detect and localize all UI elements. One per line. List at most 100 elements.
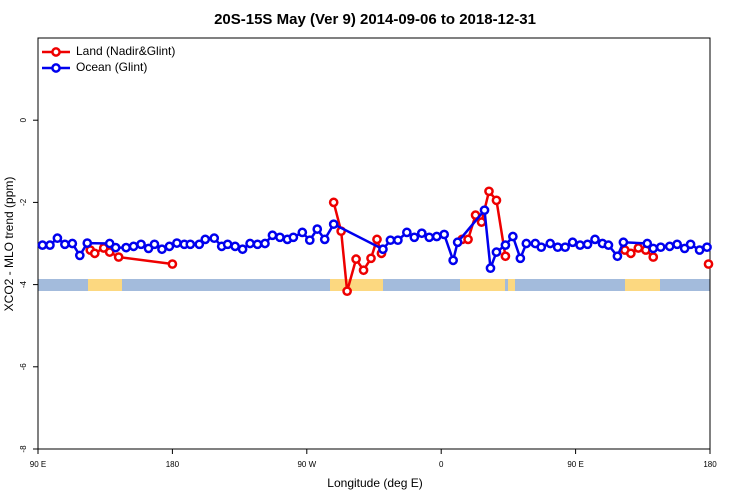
data-point bbox=[603, 240, 614, 250]
data-point bbox=[237, 244, 248, 255]
data-point bbox=[230, 241, 240, 252]
x-tick-label: 0 bbox=[439, 460, 444, 469]
land-band bbox=[330, 279, 383, 291]
x-tick-label: 180 bbox=[703, 460, 717, 469]
legend-entry: Land (Nadir&Glint) bbox=[42, 44, 175, 58]
data-point bbox=[366, 253, 376, 264]
data-point bbox=[545, 238, 556, 249]
land-band bbox=[625, 279, 660, 291]
data-point bbox=[288, 232, 299, 243]
data-point bbox=[655, 242, 666, 253]
data-point bbox=[52, 233, 63, 244]
land-band bbox=[88, 279, 122, 291]
data-point bbox=[521, 238, 532, 249]
data-point bbox=[89, 248, 100, 259]
data-point bbox=[567, 237, 578, 248]
data-point bbox=[633, 243, 644, 253]
data-point bbox=[491, 247, 502, 257]
data-point bbox=[378, 244, 388, 255]
data-point bbox=[416, 228, 427, 239]
data-point bbox=[275, 232, 285, 243]
data-point bbox=[448, 255, 458, 266]
data-point bbox=[500, 251, 511, 262]
data-point bbox=[113, 252, 124, 262]
data-point bbox=[60, 239, 70, 250]
data-point bbox=[149, 239, 160, 250]
legend-marker bbox=[51, 63, 61, 73]
y-tick-label: -6 bbox=[19, 363, 28, 371]
data-point bbox=[515, 253, 526, 264]
legend-entry: Ocean (Glint) bbox=[42, 60, 147, 74]
data-point bbox=[128, 241, 139, 252]
data-point bbox=[409, 232, 420, 243]
data-point bbox=[393, 235, 403, 246]
data-point bbox=[424, 232, 435, 243]
y-tick-label: -8 bbox=[19, 445, 28, 453]
data-point bbox=[297, 227, 308, 238]
data-point bbox=[194, 239, 205, 250]
data-point bbox=[312, 224, 323, 234]
data-point bbox=[642, 238, 653, 249]
x-axis-label: Longitude (deg E) bbox=[327, 476, 422, 490]
data-point bbox=[385, 235, 396, 246]
data-point bbox=[164, 241, 175, 252]
data-point bbox=[618, 237, 629, 248]
data-point bbox=[209, 233, 220, 244]
data-point bbox=[694, 245, 705, 255]
data-point bbox=[702, 242, 712, 253]
data-point bbox=[82, 238, 93, 248]
data-point bbox=[110, 242, 121, 253]
data-point bbox=[74, 250, 85, 261]
data-point bbox=[648, 243, 659, 254]
surface-band bbox=[38, 279, 710, 291]
data-point bbox=[358, 265, 369, 276]
x-tick-label: 180 bbox=[166, 460, 180, 469]
data-point bbox=[136, 239, 146, 250]
data-point bbox=[552, 242, 563, 253]
land-band bbox=[508, 279, 515, 291]
data-point bbox=[351, 254, 361, 264]
data-point bbox=[222, 239, 233, 250]
data-point bbox=[439, 229, 450, 240]
data-point bbox=[402, 227, 412, 238]
data-point bbox=[167, 259, 178, 269]
data-point bbox=[703, 259, 714, 269]
data-point bbox=[484, 186, 494, 197]
x-tick-label: 90 E bbox=[567, 460, 583, 469]
data-point bbox=[582, 239, 593, 250]
data-point bbox=[672, 239, 682, 250]
data-point bbox=[626, 248, 636, 259]
legend-label: Ocean (Glint) bbox=[76, 60, 147, 74]
data-point bbox=[575, 240, 585, 250]
data-point bbox=[104, 247, 115, 257]
data-point bbox=[612, 251, 623, 262]
data-point bbox=[304, 235, 315, 246]
data-point bbox=[500, 240, 511, 250]
data-point bbox=[67, 238, 78, 249]
data-point bbox=[479, 205, 490, 216]
x-tick-label: 90 E bbox=[30, 460, 46, 469]
data-point bbox=[485, 263, 496, 274]
y-axis-label: XCO2 - MLO trend (ppm) bbox=[2, 177, 16, 312]
data-point bbox=[508, 231, 518, 242]
data-point bbox=[245, 238, 255, 249]
data-point bbox=[560, 242, 570, 253]
data-point bbox=[536, 242, 547, 253]
data-point bbox=[685, 239, 696, 250]
data-point bbox=[45, 240, 55, 250]
data-point bbox=[590, 234, 600, 245]
data-point bbox=[648, 252, 659, 262]
legend-marker bbox=[51, 47, 61, 57]
data-point bbox=[342, 286, 352, 297]
data-point bbox=[476, 217, 487, 227]
data-point bbox=[37, 240, 48, 250]
y-tick-label: 0 bbox=[19, 117, 28, 122]
data-point bbox=[157, 244, 167, 255]
y-tick-label: -4 bbox=[19, 280, 28, 288]
data-point bbox=[452, 237, 463, 248]
data-point bbox=[260, 238, 270, 249]
data-point bbox=[431, 231, 442, 242]
data-point bbox=[252, 239, 263, 250]
data-point bbox=[372, 234, 382, 245]
